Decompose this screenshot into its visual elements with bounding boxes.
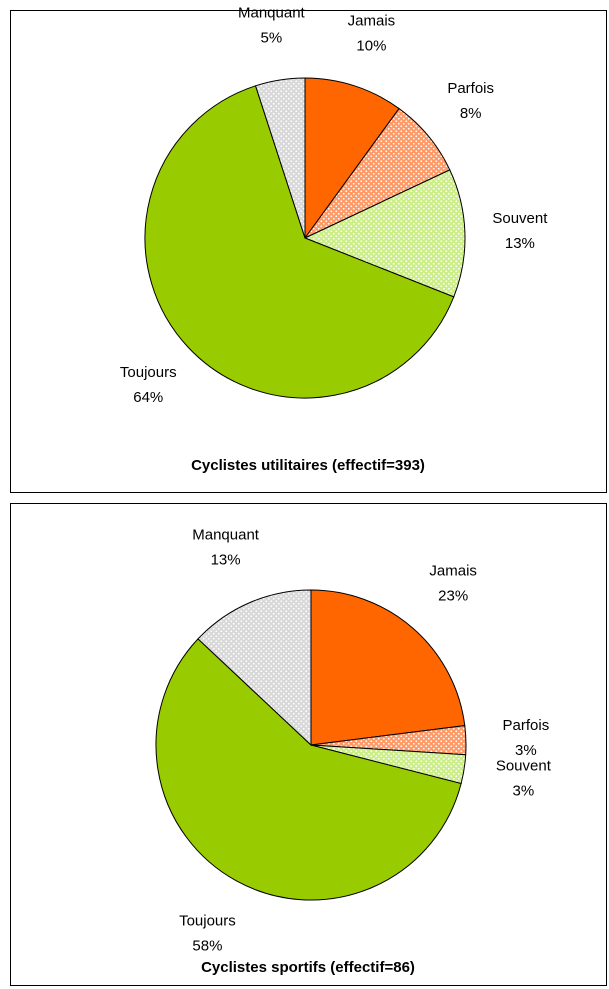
slice-value-label: 23% [438,588,468,605]
slice-label: Souvent [496,758,552,775]
slice-value-label: 5% [261,30,283,47]
slice-label: Manquant [192,527,260,544]
slice-value-label: 64% [133,389,163,406]
pie-slice [304,77,400,240]
pie-slice [254,77,306,239]
slice-value-label: 58% [192,937,222,954]
slice-value-label: 13% [505,235,535,252]
slice-label: Manquant [238,5,306,22]
slice-label: Parfois [503,717,550,734]
slice-label: Jamais [429,563,477,580]
pie-slice [155,638,462,901]
pie-slice [197,589,312,747]
slice-value-label: 13% [211,552,241,569]
slice-label: Souvent [492,210,548,227]
pie-slice [310,589,466,746]
slice-label: Parfois [447,80,494,97]
slice-value-label: 10% [356,37,386,54]
slice-value-label: 3% [515,742,537,759]
slice-label: Toujours [179,912,236,929]
slice-value-label: 8% [460,105,482,122]
chart-title: Cyclistes sportifs (effectif=86) [201,959,415,976]
slice-label: Toujours [120,364,177,381]
slice-label: Jamais [348,12,396,29]
slice-value-label: 3% [513,783,535,800]
pie-slice [303,169,466,298]
chart-title: Cyclistes utilitaires (effectif=393) [191,457,425,474]
pie-slice [144,85,455,399]
